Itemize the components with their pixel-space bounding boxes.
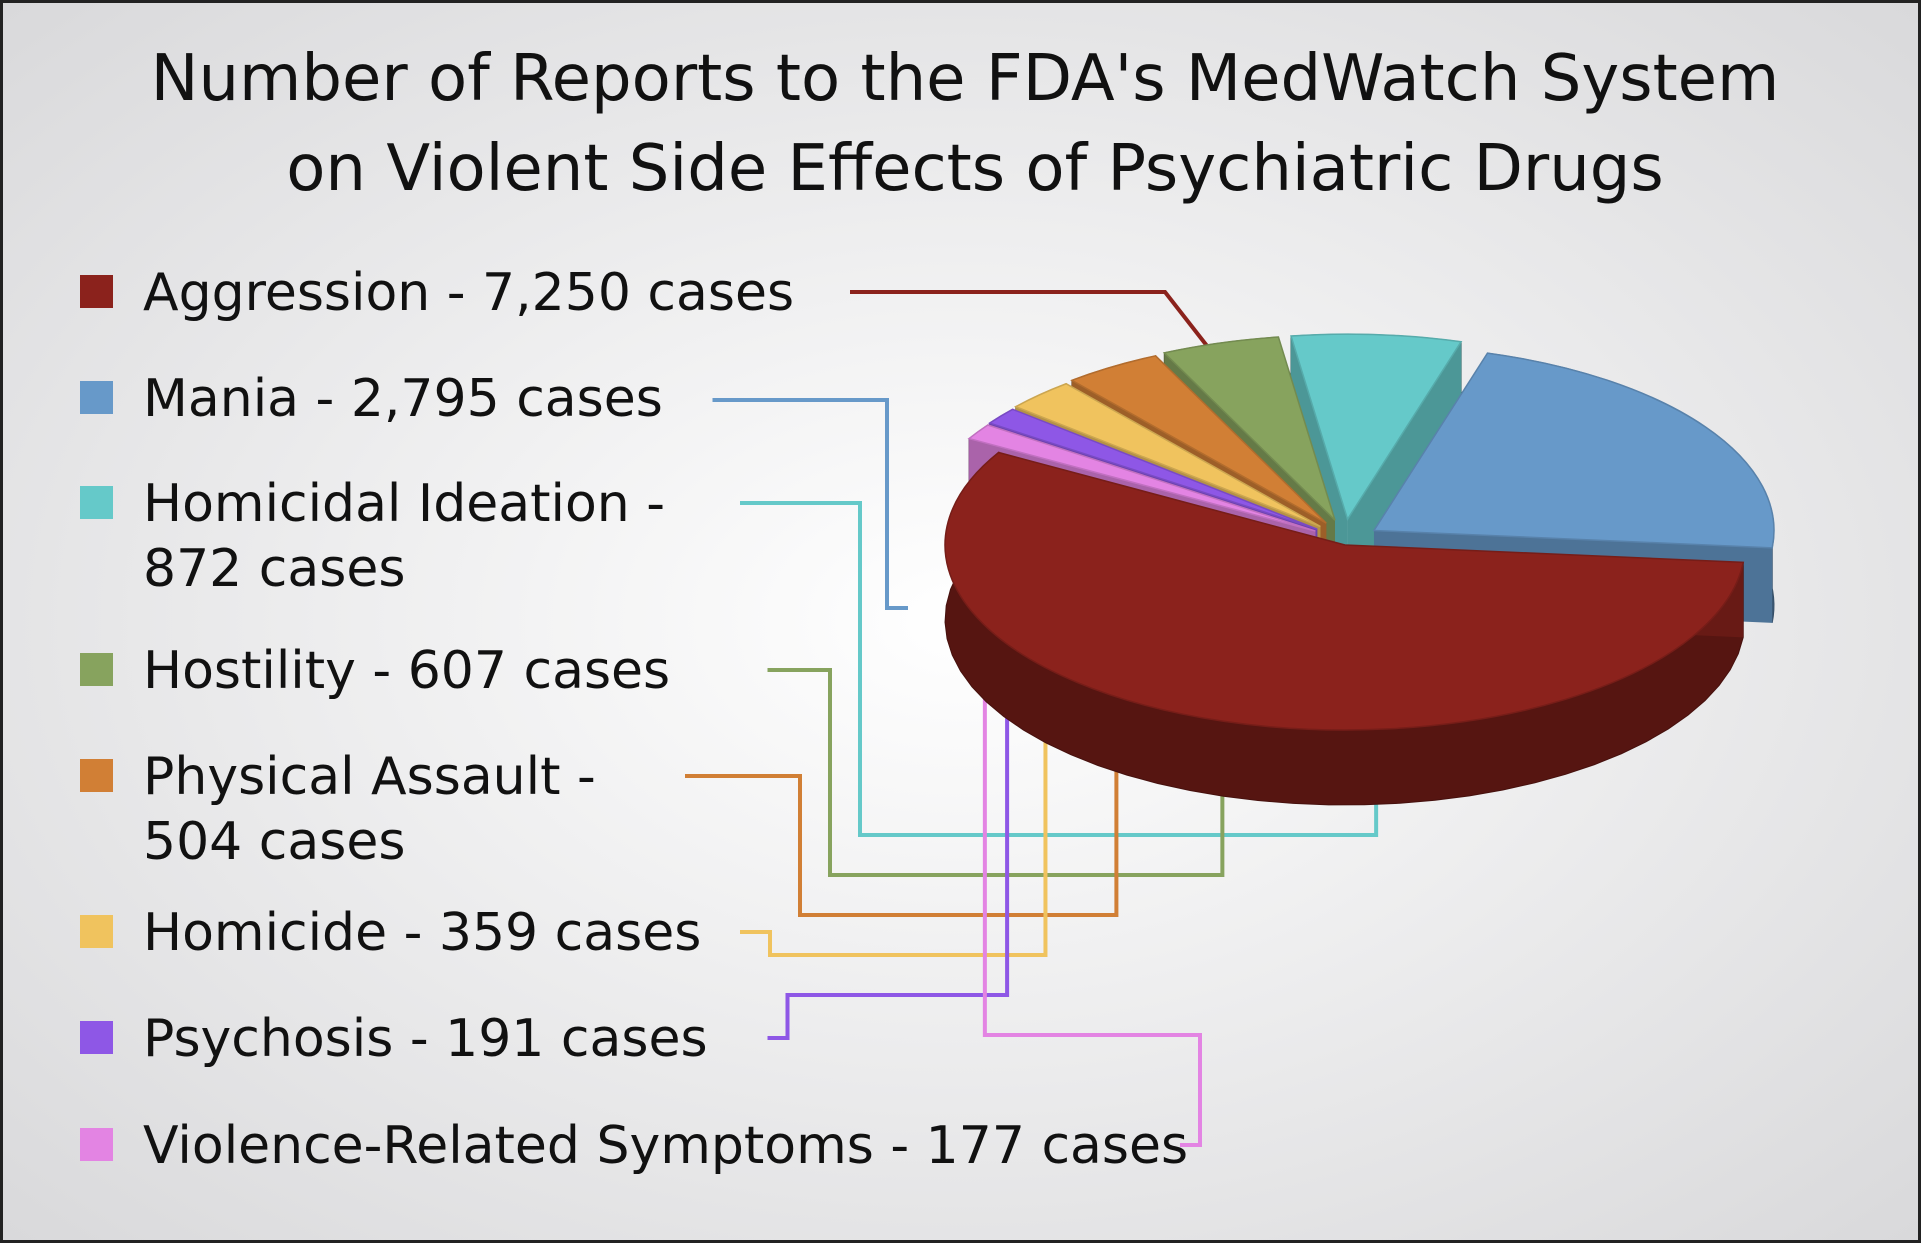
- legend-swatch: [80, 1128, 113, 1161]
- legend-swatch: [80, 381, 113, 414]
- legend-swatch: [80, 1021, 113, 1054]
- legend-item: Physical Assault -504 cases: [80, 747, 596, 872]
- legend-item: Aggression - 7,250 cases: [80, 263, 794, 323]
- pie-slice: [1372, 352, 1775, 549]
- legend-swatch: [80, 915, 113, 948]
- pie-slice: [1162, 336, 1336, 521]
- leader-lines: [685, 290, 1379, 1147]
- leader-line: [767, 505, 1010, 1040]
- legend-item: Psychosis - 191 cases: [80, 1009, 708, 1069]
- legend-label: Violence-Related Symptoms - 177 cases: [143, 1116, 1188, 1176]
- pie-slice: [987, 408, 1318, 530]
- pie-slice: [1013, 382, 1321, 528]
- pie-slice: [944, 451, 1745, 731]
- legend-item: Mania - 2,795 cases: [80, 369, 663, 429]
- leader-line: [712, 398, 908, 610]
- legend-item: Homicidal Ideation -872 cases: [80, 474, 665, 599]
- pie-slice: [967, 424, 1316, 532]
- leader-line: [740, 484, 1048, 957]
- legend: Aggression - 7,250 cases Mania - 2,795 ca…: [80, 263, 1188, 1176]
- legend-label: Physical Assault -: [143, 747, 596, 807]
- chart-title-line-1: Number of Reports to the FDA's MedWatch …: [151, 42, 1780, 116]
- leader-line: [850, 290, 1220, 362]
- legend-swatch: [80, 275, 113, 308]
- legend-swatch: [80, 486, 113, 519]
- legend-item: Violence-Related Symptoms - 177 cases: [80, 1116, 1188, 1176]
- legend-label: Mania - 2,795 cases: [143, 369, 663, 429]
- legend-item: Homicide - 359 cases: [80, 903, 701, 963]
- legend-label: Psychosis - 191 cases: [143, 1009, 708, 1069]
- legend-label: Homicide - 359 cases: [143, 903, 701, 963]
- chart-title-line-2: on Violent Side Effects of Psychiatric D…: [286, 132, 1663, 206]
- pie-slice: [1290, 333, 1463, 521]
- legend-label: 872 cases: [143, 539, 405, 599]
- leader-line: [982, 521, 1202, 1147]
- pie-slice: [1070, 354, 1327, 524]
- legend-label: 504 cases: [143, 812, 405, 872]
- legend-label: Homicidal Ideation -: [143, 474, 665, 534]
- legend-swatch: [80, 759, 113, 792]
- legend-swatch: [80, 653, 113, 686]
- pie-3d: [944, 333, 1775, 806]
- legend-label: Aggression - 7,250 cases: [143, 263, 794, 323]
- legend-item: Hostility - 607 cases: [80, 641, 670, 701]
- legend-label: Hostility - 607 cases: [143, 641, 670, 701]
